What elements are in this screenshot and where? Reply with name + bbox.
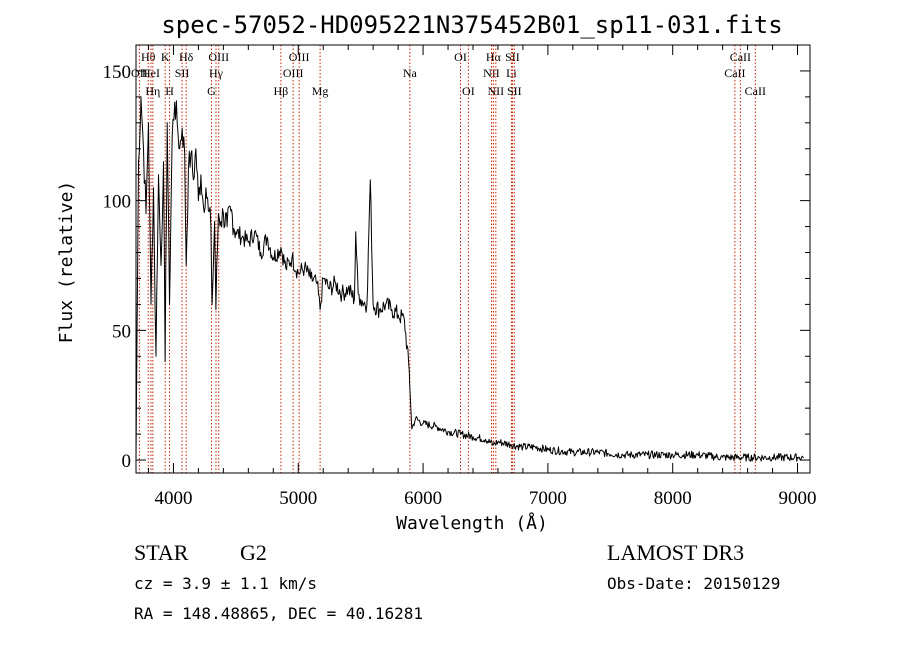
spectrum-line xyxy=(135,96,804,462)
marker-label-16: OI xyxy=(454,50,467,64)
marker-label-5: H xyxy=(165,84,174,98)
object-subclass: G2 xyxy=(240,540,267,565)
y-axis-label: Flux (relative) xyxy=(56,181,77,344)
marker-label-25: CaII xyxy=(730,50,751,64)
x-axis-label: Wavelength (Å) xyxy=(396,512,548,534)
marker-label-10: OIII xyxy=(208,50,229,64)
marker-label-2: HeI xyxy=(142,66,160,80)
marker-label-1: Hθ xyxy=(141,50,156,64)
spectral-line-markers: OIIHθHeIHηKHSIIHδGHγOIIIHβOIIIOIIIMgNaOI… xyxy=(131,45,766,473)
x-tick-label-2: 6000 xyxy=(404,488,442,509)
axis-ticks: 4000 5000 6000 7000 8000 9000 0 50 100 150 xyxy=(103,44,817,509)
object-class: STAR xyxy=(134,540,189,565)
marker-label-22: SII xyxy=(505,50,520,64)
redshift-text: cz = 3.9 ± 1.1 km/s xyxy=(134,574,318,593)
spectrum-series xyxy=(135,96,804,462)
marker-label-13: OIII xyxy=(289,50,310,64)
x-tick-label-3: 7000 xyxy=(529,488,567,509)
x-tick-label-4: 8000 xyxy=(654,488,692,509)
x-tick-label-1: 5000 xyxy=(279,488,317,509)
marker-label-23: SII xyxy=(507,84,522,98)
marker-label-15: Na xyxy=(403,66,418,80)
marker-label-7: Hδ xyxy=(179,50,194,64)
marker-label-26: CaII xyxy=(745,84,766,98)
marker-label-3: Hη xyxy=(145,84,160,98)
marker-label-8: G xyxy=(207,84,216,98)
marker-label-21: Li xyxy=(506,66,517,80)
chart-title: spec-57052-HD095221N375452B01_sp11-031.f… xyxy=(161,11,782,39)
marker-label-12: OIII xyxy=(283,66,304,80)
survey-name: LAMOST DR3 xyxy=(607,540,745,565)
marker-label-9: Hγ xyxy=(209,66,224,80)
y-tick-label-1: 50 xyxy=(112,321,131,342)
marker-label-24: CaII xyxy=(724,66,745,80)
obs-date-text: Obs-Date: 20150129 xyxy=(607,574,781,593)
x-tick-label-0: 4000 xyxy=(154,488,192,509)
y-tick-label-2: 100 xyxy=(103,192,132,213)
plot-frame xyxy=(135,44,811,474)
y-tick-label-0: 0 xyxy=(122,451,132,472)
marker-label-14: Mg xyxy=(312,84,329,98)
marker-label-20: NII xyxy=(488,84,505,98)
marker-label-0: OII xyxy=(131,66,148,80)
marker-label-19: Hα xyxy=(486,50,502,64)
marker-label-18: NII xyxy=(483,66,500,80)
x-tick-label-5: 9000 xyxy=(779,488,817,509)
y-tick-label-3: 150 xyxy=(103,62,132,83)
coordinates-text: RA = 148.48865, DEC = 40.16281 xyxy=(134,604,423,623)
marker-label-4: K xyxy=(161,50,170,64)
marker-label-11: Hβ xyxy=(274,84,289,98)
marker-label-6: SII xyxy=(175,66,190,80)
marker-label-17: OI xyxy=(462,84,475,98)
